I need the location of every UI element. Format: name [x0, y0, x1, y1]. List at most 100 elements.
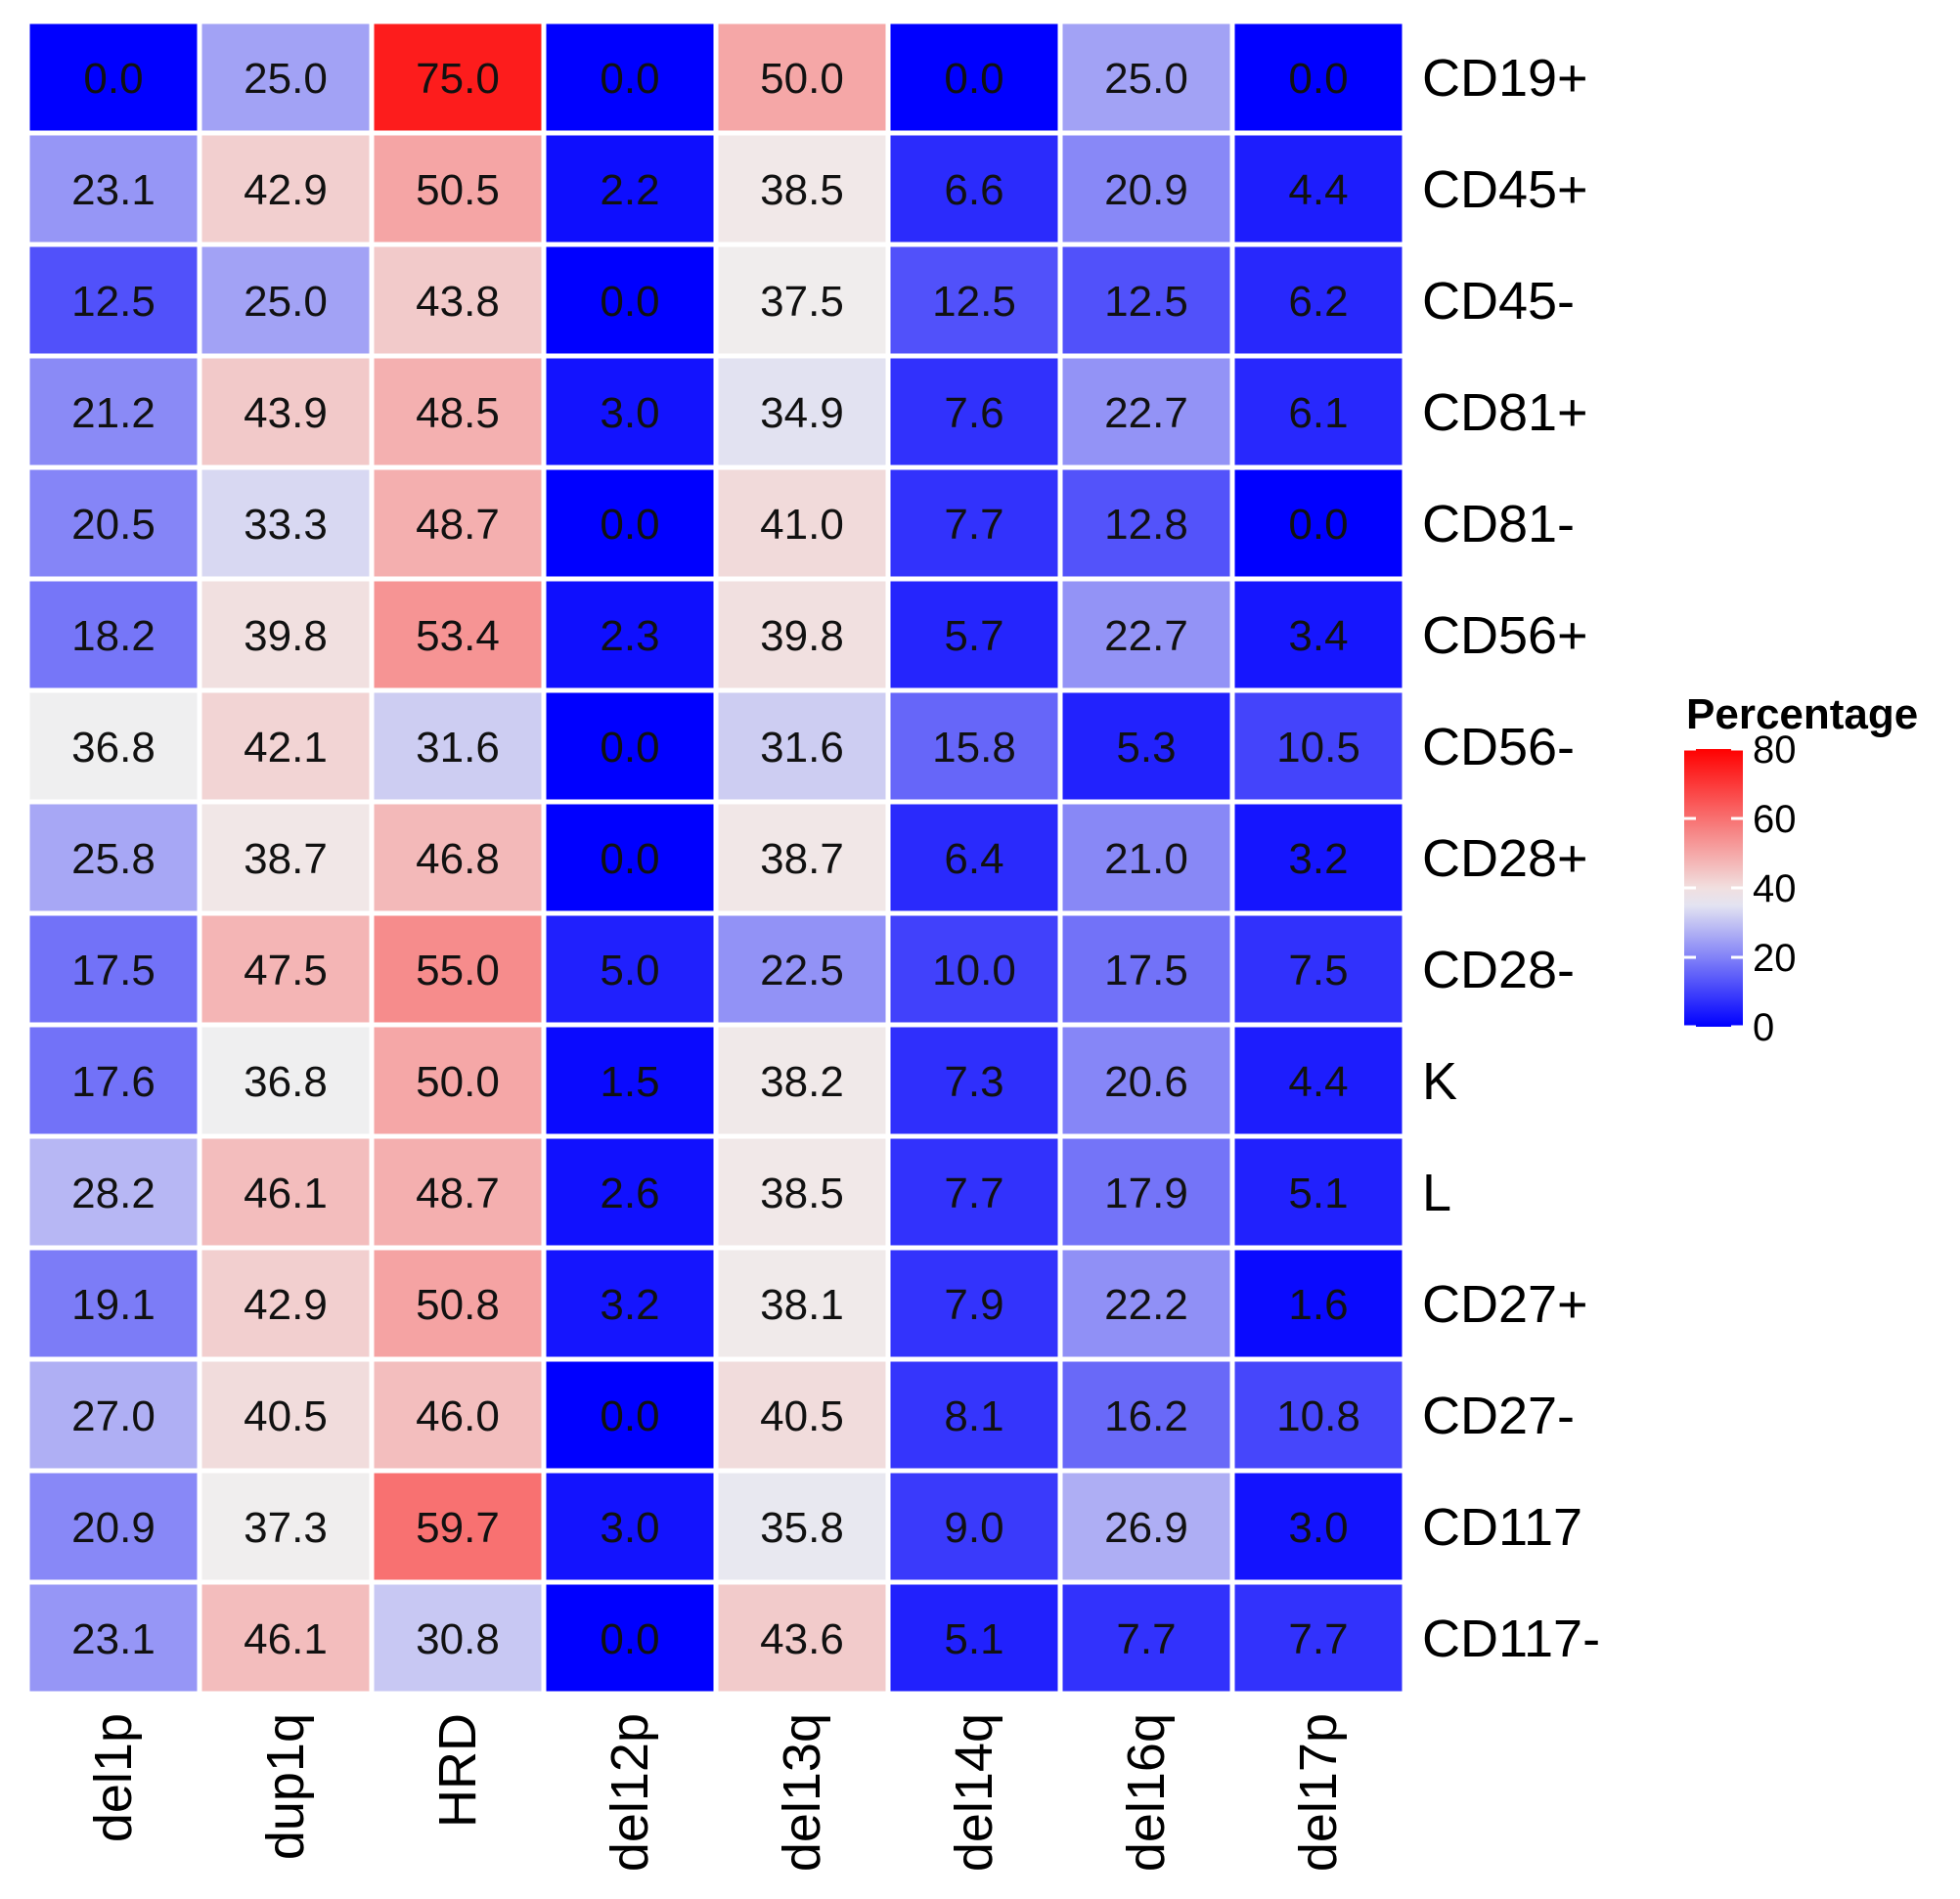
cell-value-label: 50.8: [416, 1281, 500, 1329]
cell-value-label: 7.7: [944, 501, 1003, 549]
heatmap-cell: [885, 1468, 1063, 1585]
cell-value-label: 22.7: [1104, 389, 1188, 437]
heatmap-cell: [24, 19, 202, 136]
cell-value-label: 20.5: [71, 501, 156, 549]
cell-value-label: 38.7: [244, 835, 328, 883]
heatmap-cell: [541, 242, 719, 359]
cell-value-label: 20.6: [1104, 1058, 1188, 1106]
cell-value-label: 5.7: [944, 612, 1003, 660]
legend-tick-label: 60: [1753, 798, 1797, 841]
heatmap-cell: [197, 576, 375, 693]
heatmap-cell: [369, 1356, 547, 1474]
heatmap-cell: [24, 687, 202, 805]
heatmap-cell: [24, 1022, 202, 1139]
row-label: CD81+: [1422, 383, 1588, 442]
cell-value-label: 12.5: [71, 278, 156, 326]
heatmap-cells: 0.0 25.0 75.0 0.0 50.0 0.0 25.0 0.0 23.1 42.9 50.5…: [24, 19, 1407, 1697]
cell-value-label: 0.0: [83, 55, 143, 103]
cell-value-label: 6.4: [944, 835, 1003, 883]
cell-value-label: 43.8: [416, 278, 500, 326]
cell-value-label: 6.2: [1288, 278, 1348, 326]
heatmap-cell: [713, 576, 891, 693]
cell-value-label: 7.5: [1288, 947, 1348, 994]
cell-value-label: 7.7: [1288, 1615, 1348, 1663]
cell-value-label: 31.6: [760, 724, 844, 772]
cell-value-label: 37.5: [760, 278, 844, 326]
heatmap-cell: [541, 130, 719, 247]
cell-value-label: 31.6: [416, 724, 500, 772]
row-label: CD56-: [1422, 718, 1575, 776]
cell-value-label: 34.9: [760, 389, 844, 437]
row-label: CD27+: [1422, 1275, 1588, 1334]
heatmap-cell: [1229, 19, 1407, 136]
cell-value-label: 38.5: [760, 166, 844, 214]
heatmap-cell: [369, 687, 547, 805]
cell-value-label: 5.1: [944, 1615, 1003, 1663]
heatmap-cell: [1057, 1245, 1235, 1362]
column-label: HRD: [428, 1713, 487, 1828]
cell-value-label: 3.4: [1288, 612, 1348, 660]
cell-value-label: 21.0: [1104, 835, 1188, 883]
heatmap-cell: [885, 687, 1063, 805]
heatmap-cell: [369, 799, 547, 916]
cell-value-label: 17.9: [1104, 1170, 1188, 1217]
cell-value-label: 1.5: [600, 1058, 659, 1106]
cell-value-label: 20.9: [71, 1504, 156, 1552]
cell-value-label: 22.5: [760, 947, 844, 994]
cell-value-label: 36.8: [71, 724, 156, 772]
heatmap-cell: [1229, 1579, 1407, 1697]
cell-value-label: 48.5: [416, 389, 500, 437]
heatmap-cell: [1229, 1022, 1407, 1139]
heatmap-cell: [197, 910, 375, 1028]
cell-value-label: 53.4: [416, 612, 500, 660]
heatmap-cell: [1057, 1356, 1235, 1474]
row-label: CD117: [1422, 1498, 1582, 1557]
cell-value-label: 30.8: [416, 1615, 500, 1663]
cell-value-label: 0.0: [600, 278, 659, 326]
cell-value-label: 48.7: [416, 1170, 500, 1217]
cell-value-label: 2.2: [600, 166, 659, 214]
cell-value-label: 7.9: [944, 1281, 1003, 1329]
cell-value-label: 3.0: [600, 389, 659, 437]
cell-value-label: 40.5: [760, 1392, 844, 1440]
cell-value-label: 43.9: [244, 389, 328, 437]
cell-value-label: 0.0: [600, 1392, 659, 1440]
cell-value-label: 38.5: [760, 1170, 844, 1217]
cell-value-label: 5.0: [600, 947, 659, 994]
cell-value-label: 2.6: [600, 1170, 659, 1217]
heatmap-cell: [24, 1356, 202, 1474]
heatmap-cell: [197, 130, 375, 247]
cell-value-label: 17.5: [1104, 947, 1188, 994]
heatmap-cell: [713, 799, 891, 916]
heatmap-cell: [197, 1133, 375, 1251]
cell-value-label: 75.0: [416, 55, 500, 103]
cell-value-label: 10.5: [1276, 724, 1360, 772]
row-label: CD27-: [1422, 1387, 1575, 1445]
cell-value-label: 40.5: [244, 1392, 328, 1440]
cell-value-label: 5.3: [1116, 724, 1176, 772]
cell-value-label: 28.2: [71, 1170, 156, 1217]
cell-value-label: 38.7: [760, 835, 844, 883]
cell-value-label: 25.0: [1104, 55, 1188, 103]
heatmap-cell: [713, 910, 891, 1028]
heatmap-cell: [1057, 1022, 1235, 1139]
legend-tick-label: 40: [1753, 867, 1797, 910]
cell-value-label: 16.2: [1104, 1392, 1188, 1440]
cell-value-label: 19.1: [71, 1281, 156, 1329]
heatmap-cell: [885, 242, 1063, 359]
cell-value-label: 3.0: [600, 1504, 659, 1552]
cell-value-label: 1.6: [1288, 1281, 1348, 1329]
cell-value-label: 23.1: [71, 1615, 156, 1663]
heatmap-cell: [1229, 242, 1407, 359]
cell-value-label: 59.7: [416, 1504, 500, 1552]
heatmap-cell: [885, 1579, 1063, 1697]
cell-value-label: 39.8: [760, 612, 844, 660]
cell-value-label: 25.0: [244, 278, 328, 326]
cell-value-label: 50.0: [760, 55, 844, 103]
cell-value-label: 0.0: [600, 835, 659, 883]
row-label: K: [1422, 1052, 1457, 1111]
cell-value-label: 2.3: [600, 612, 659, 660]
heatmap-cell: [1229, 1245, 1407, 1362]
heatmap-cell: [1229, 799, 1407, 916]
